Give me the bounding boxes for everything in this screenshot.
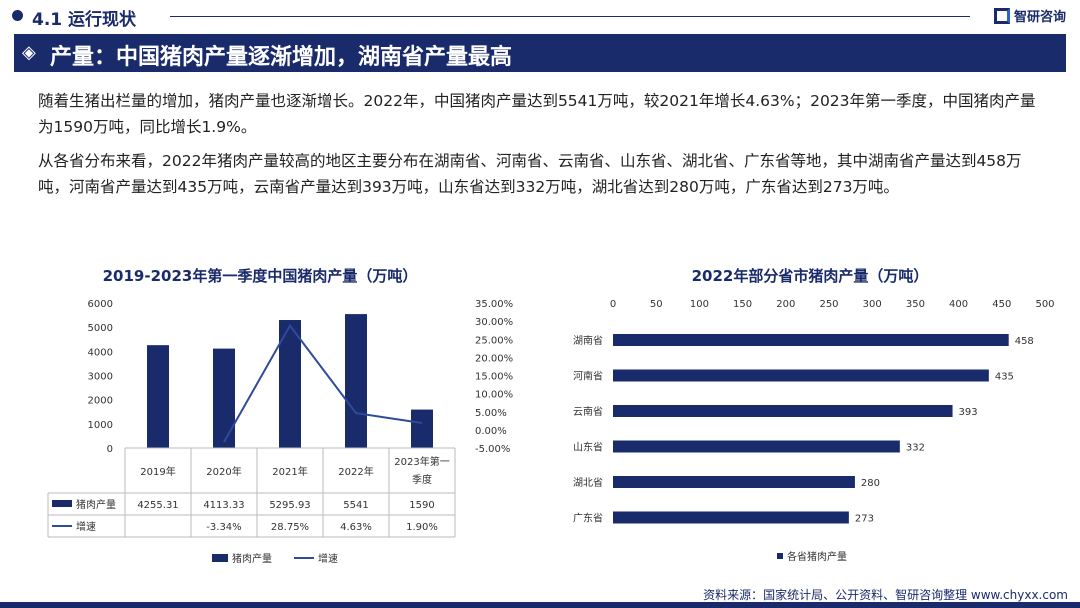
province-production-chart: 0 50 100 150 200 250 300 350 400 450 500 湖南省 458 河南省 4… [573,299,1055,563]
table-cell-production: 1590 [409,500,434,511]
y-tick-label: 1000 [88,420,113,431]
brand-mark-icon [993,7,1010,24]
y2-tick-label: 35.00% [475,299,513,310]
category-label: 2019年 [140,465,175,478]
x-tick-label: 400 [949,299,968,310]
legend-label: 猪肉产量 [232,552,272,565]
table-cell-production: 4255.31 [137,500,178,511]
x-tick-label: 200 [776,299,795,310]
brand-logo: 智研咨询 [993,6,1066,25]
y2-tick-label: 30.00% [475,317,513,328]
source-note: 资料来源：国家统计局、公开资料、智研咨询整理 www.chyxx.com [703,588,1068,602]
legend-bar-swatch [212,554,228,562]
diamond-arrow-icon: ◈ [22,42,36,63]
province-value: 458 [1015,336,1034,347]
y2-tick-label: 25.00% [475,335,513,346]
section-title: 4.1 运行现状 [32,10,137,30]
y-tick-label: 5000 [88,323,113,334]
legend-bar-swatch [52,500,72,507]
province-value: 435 [995,372,1014,383]
y-tick-label: 6000 [88,299,113,310]
province-label: 河南省 [573,370,603,383]
x-tick-label: 500 [1035,299,1054,310]
province-bar [613,369,989,382]
province-label: 山东省 [573,441,603,454]
x-tick-label: 150 [733,299,752,310]
category-label: 2020年 [206,465,241,478]
x-tick-label: 0 [610,299,616,310]
production-bar [279,320,301,448]
y2-tick-label: -5.00% [475,444,510,455]
y-tick-label: 2000 [88,396,113,407]
footer-bar [0,602,1080,608]
province-label: 云南省 [573,405,603,418]
category-label: 2021年 [272,465,307,478]
table-cell-production: 5541 [343,500,368,511]
province-label: 湖南省 [573,334,603,347]
y2-tick-label: 15.00% [475,372,513,383]
legend-label: 增速 [318,552,338,565]
legend-swatch [777,553,783,559]
table-cell-production: 4113.33 [203,500,244,511]
province-value: 280 [861,478,880,489]
y2-tick-label: 5.00% [475,408,507,419]
province-bar [613,440,900,453]
category-label: 2023年第一 [394,455,449,468]
chart2-title: 2022年部分省市猪肉产量（万吨） [691,267,929,285]
province-bar [613,405,953,417]
production-bar [411,409,433,448]
national-production-chart: 0 1000 2000 3000 4000 5000 6000 -5.00% 0.00% 5.00… [47,299,513,565]
province-label: 湖北省 [573,476,603,489]
x-tick-label: 350 [906,299,925,310]
table-cell-production: 5295.93 [269,500,310,511]
y2-tick-label: 10.00% [475,390,513,401]
province-value: 332 [906,443,925,454]
production-bar [345,314,367,448]
page-banner: ◈ 产量：中国猪肉产量逐渐增加，湖南省产量最高 [14,34,1066,72]
province-value: 273 [855,514,874,525]
y2-tick-label: 20.00% [475,353,513,364]
table-series-label: 增速 [76,520,96,533]
y-tick-label: 4000 [88,347,113,358]
page-title: 产量：中国猪肉产量逐渐增加，湖南省产量最高 [50,45,513,70]
province-bar [613,334,1009,346]
y-tick-label: 3000 [88,372,113,383]
table-cell-growth: -3.34% [206,522,241,533]
legend-label: 各省猪肉产量 [787,550,847,563]
y2-tick-label: 0.00% [475,426,507,437]
category-label: 季度 [412,473,432,486]
table-cell-growth: 1.90% [406,522,438,533]
province-bar [613,511,849,524]
x-tick-label: 250 [819,299,838,310]
top-bar: 4.1 运行现状 智研咨询 [0,0,1080,34]
province-value: 393 [959,407,978,418]
production-bar [147,345,169,448]
header-divider [170,16,970,17]
production-bar [213,348,235,448]
brand-name: 智研咨询 [1013,10,1066,25]
section-bullet-icon [12,10,23,21]
growth-line [223,323,423,443]
paragraph-provinces: 从各省分布来看，2022年猪肉产量较高的地区主要分布在湖南省、河南省、云南省、山… [38,152,1022,196]
y-tick-label: 0 [107,444,113,455]
table-series-label: 猪肉产量 [76,498,116,511]
category-label: 2022年 [338,465,373,478]
table-cell-growth: 4.63% [340,522,372,533]
chart1-title: 2019-2023年第一季度中国猪肉产量（万吨） [102,267,418,285]
x-tick-label: 50 [650,299,663,310]
paragraph-national: 随着生猪出栏量的增加，猪肉产量也逐渐增长。2022年，中国猪肉产量达到5541万… [38,92,1036,136]
table-cell-growth: 28.75% [271,522,309,533]
province-bar [613,476,855,488]
x-tick-label: 450 [992,299,1011,310]
x-tick-label: 100 [690,299,709,310]
province-label: 广东省 [573,512,603,525]
x-tick-label: 300 [863,299,882,310]
